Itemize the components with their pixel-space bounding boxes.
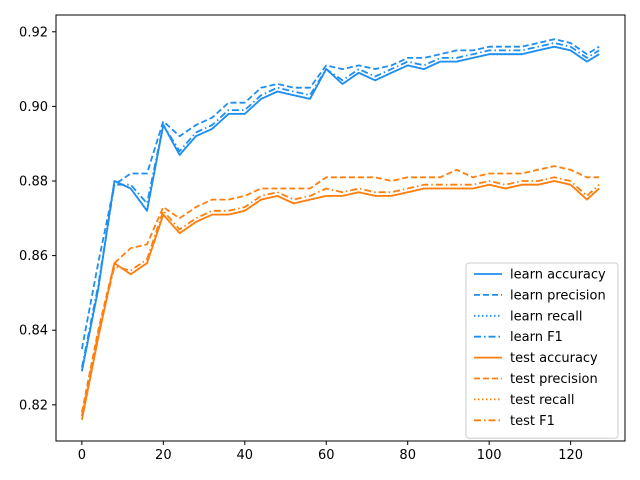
x-tick-label: 20 bbox=[155, 448, 172, 463]
legend-label: test accuracy bbox=[510, 351, 598, 366]
x-axis: 0 20 40 60 80 100 120 bbox=[78, 441, 583, 463]
legend: learn accuracy learn precision learn recal… bbox=[465, 262, 619, 439]
plot-frame bbox=[55, 14, 626, 442]
legend-label: learn F1 bbox=[510, 330, 563, 345]
legend-box bbox=[465, 262, 619, 439]
legend-label: learn accuracy bbox=[510, 268, 606, 283]
series-line-test-accuracy bbox=[81, 180, 600, 420]
legend-label: test F1 bbox=[510, 414, 555, 429]
series-line-learn-recall bbox=[81, 45, 600, 372]
series-line-learn-precision bbox=[81, 38, 600, 350]
y-tick-label: 0.84 bbox=[19, 324, 48, 339]
x-tick-label: 80 bbox=[399, 448, 416, 463]
x-tick-label: 120 bbox=[558, 448, 583, 463]
series-line-test-F1 bbox=[81, 176, 600, 417]
x-tick-label: 60 bbox=[318, 448, 335, 463]
y-tick-label: 0.90 bbox=[19, 100, 48, 115]
series-line-test-precision bbox=[81, 165, 600, 413]
legend-label: learn precision bbox=[510, 288, 606, 303]
legend-label: test precision bbox=[510, 372, 598, 387]
legend-label: test recall bbox=[510, 393, 575, 408]
x-tick-label: 40 bbox=[237, 448, 254, 463]
y-tick-label: 0.86 bbox=[19, 249, 48, 264]
y-axis: 0.82 0.84 0.86 0.88 0.90 0.92 bbox=[19, 25, 56, 413]
y-tick-label: 0.92 bbox=[19, 25, 48, 40]
x-tick-label: 100 bbox=[477, 448, 502, 463]
y-tick-label: 0.82 bbox=[19, 398, 48, 413]
legend-label: learn recall bbox=[510, 309, 582, 324]
x-tick-label: 0 bbox=[78, 448, 86, 463]
series-layer bbox=[81, 38, 600, 420]
series-line-learn-F1 bbox=[81, 42, 600, 368]
y-tick-label: 0.88 bbox=[19, 174, 48, 189]
